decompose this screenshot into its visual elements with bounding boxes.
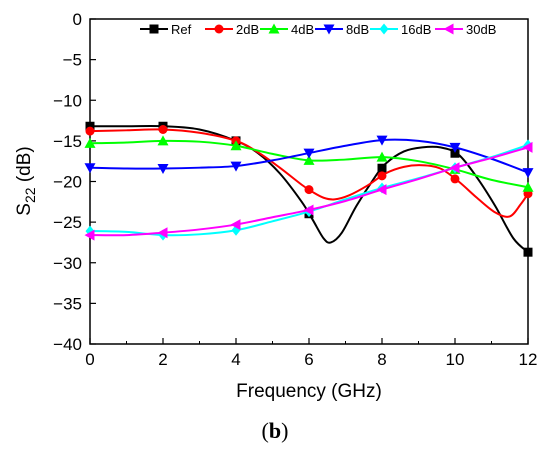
caption-open-paren: ( — [261, 418, 269, 443]
x-tick-label: 2 — [158, 350, 167, 369]
axis-labels: Frequency (GHz) S22 (dB) — [14, 146, 382, 402]
legend-label: Ref — [171, 22, 192, 37]
legend-item-16db: 16dB — [370, 22, 431, 37]
data-point-marker — [230, 219, 241, 231]
data-point-marker — [522, 181, 534, 192]
data-point-marker — [303, 148, 315, 159]
legend-label: 30dB — [466, 22, 496, 37]
data-point-marker — [376, 184, 387, 196]
series-group — [84, 121, 534, 257]
legend-swatch-marker — [268, 23, 280, 34]
legend-label: 4dB — [291, 22, 314, 37]
data-point-marker — [157, 227, 168, 239]
legend-item-8db: 8dB — [315, 22, 369, 37]
series-30db — [84, 141, 533, 241]
series-2db — [85, 125, 533, 218]
legend-item-ref: Ref — [140, 22, 192, 37]
data-point-marker — [449, 162, 460, 174]
x-tick-label: 12 — [519, 350, 538, 369]
x-tick-label: 10 — [446, 350, 465, 369]
x-tick-label: 4 — [231, 350, 240, 369]
legend-swatch-marker — [443, 23, 454, 35]
data-point-marker — [303, 154, 315, 165]
x-axis-title: Frequency (GHz) — [236, 381, 382, 402]
data-point-marker — [450, 174, 460, 184]
y-tick-label: −10 — [53, 91, 82, 110]
x-tick-label: 8 — [377, 350, 386, 369]
legend-item-2db: 2dB — [205, 22, 259, 37]
legend: Ref 2dB 4dB 8dB 16dB 30dB — [140, 22, 496, 37]
y-tick-label: −35 — [53, 294, 82, 313]
y-tick-label: −30 — [53, 254, 82, 273]
legend-label: 2dB — [236, 22, 259, 37]
data-point-marker — [85, 126, 95, 136]
y-axis-title: S22 (dB) — [14, 146, 38, 215]
y-tick-label: −25 — [53, 213, 82, 232]
s22-line-chart: 0 2 4 6 8 10 12 0 −5 −10 −15 −20 −25 −30 −35 −40 Ref 2dB… — [14, 10, 537, 402]
y-tick-label: −20 — [53, 173, 82, 192]
data-point-marker — [304, 185, 314, 195]
data-point-marker — [377, 171, 387, 181]
data-point-marker — [376, 151, 388, 162]
data-point-marker — [158, 125, 168, 134]
legend-label: 8dB — [346, 22, 369, 37]
legend-swatch-marker — [323, 24, 335, 35]
y-axis-title-main: S — [14, 203, 35, 216]
caption-close-paren: ) — [281, 418, 289, 443]
figure-caption: (b) — [0, 418, 550, 444]
y-tick-label: −40 — [53, 335, 82, 354]
data-point-marker — [522, 168, 534, 179]
legend-swatch-marker — [379, 23, 389, 35]
y-axis-title-unit: (dB) — [14, 146, 35, 187]
series-8db — [84, 135, 534, 179]
data-point-marker — [523, 247, 533, 257]
data-point-marker — [84, 137, 96, 148]
y-tick-label: −15 — [53, 132, 82, 151]
caption-letter: b — [268, 418, 282, 443]
axes: 0 2 4 6 8 10 12 0 −5 −10 −15 −20 −25 −30 −35 −40 — [53, 10, 537, 369]
x-tick-label: 6 — [304, 350, 313, 369]
data-point-marker — [522, 141, 533, 153]
legend-swatch-marker — [149, 24, 159, 34]
data-point-marker — [230, 161, 242, 172]
data-point-marker — [157, 135, 169, 146]
data-point-marker — [230, 140, 242, 151]
data-point-marker — [303, 204, 314, 216]
data-point-marker — [157, 164, 169, 174]
data-point-marker — [376, 135, 388, 146]
y-tick-label: −5 — [63, 51, 82, 70]
data-point-marker — [377, 163, 387, 173]
x-tick-label: 0 — [85, 350, 94, 369]
legend-item-30db: 30dB — [435, 22, 496, 37]
plot-frame — [89, 18, 529, 345]
data-point-marker — [449, 142, 461, 153]
data-point-marker — [450, 148, 460, 158]
series-line — [89, 128, 529, 218]
data-point-marker — [84, 229, 95, 241]
data-point-marker — [85, 121, 95, 131]
y-tick-label: 0 — [73, 10, 82, 29]
legend-swatch-marker — [214, 24, 224, 34]
y-axis-title-subscript: 22 — [22, 187, 38, 203]
legend-label: 16dB — [401, 22, 431, 37]
data-point-marker — [84, 163, 96, 174]
legend-item-4db: 4dB — [260, 22, 314, 37]
